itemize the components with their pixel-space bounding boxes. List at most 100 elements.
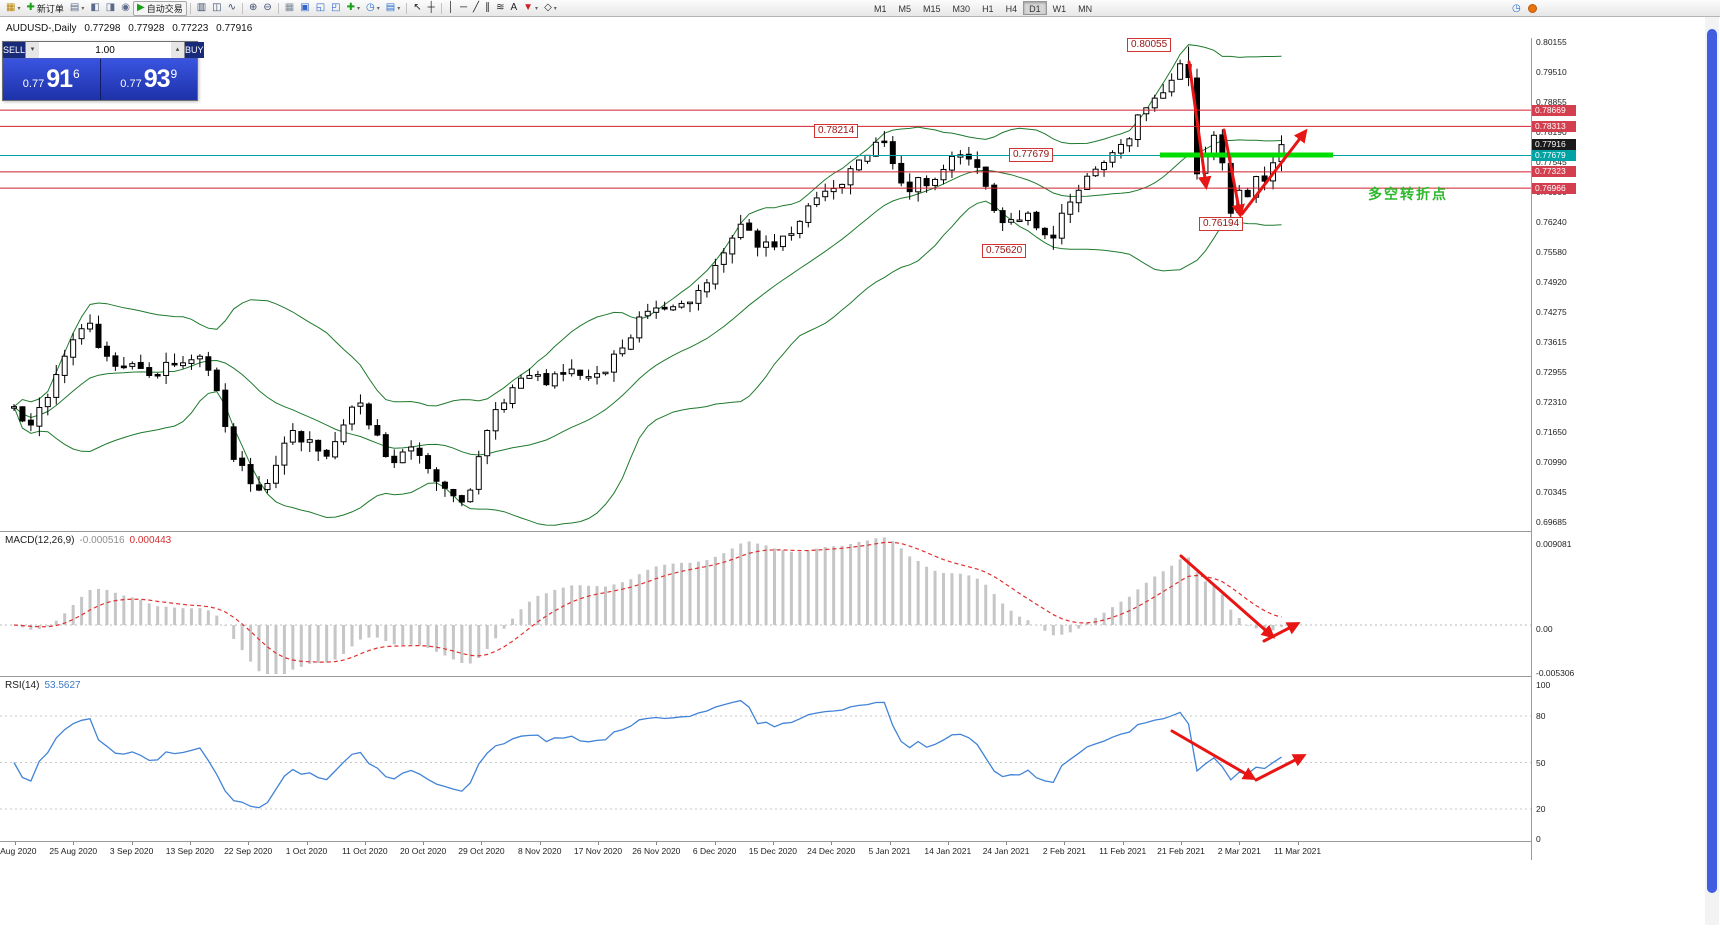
new-order-icon: ✚ (26, 2, 35, 13)
toolbar-right: ◷ (1512, 1, 1537, 16)
indicators-icon[interactable]: ✚ ▾ (344, 1, 363, 16)
timeframe-m1-button[interactable]: M1 (874, 4, 887, 14)
sell-price-base: 0.77 (22, 77, 45, 90)
new-order-button[interactable]: ✚ 新订单 (23, 1, 66, 16)
zoom-out-icon[interactable]: ⊖ (260, 1, 274, 16)
rsi-label: RSI(14) 53.5627 (5, 680, 81, 691)
volume-down-button[interactable]: ▾ (26, 42, 40, 58)
rsi-axis-label: 0 (1536, 834, 1541, 844)
chevron-down-icon[interactable]: ▾ (553, 5, 557, 12)
chevron-down-icon[interactable]: ▾ (535, 5, 539, 12)
chevron-down-icon[interactable]: ▾ (17, 5, 21, 12)
price-axis-label: 0.77545 (1536, 157, 1567, 167)
new-order-button-label: 新订单 (36, 3, 64, 14)
macd-name: MACD(12,26,9) (5, 535, 75, 546)
time-label: 24 Dec 2020 (807, 846, 856, 856)
templates-icon[interactable]: ▤ ▾ (383, 1, 403, 16)
sell-button[interactable]: SELL (3, 42, 26, 58)
data-window-icon: ◨ (105, 2, 116, 13)
arrange-windows-icon[interactable]: ◰ (328, 1, 343, 16)
horizontal-line-icon[interactable]: ─ (457, 1, 470, 16)
time-tick (248, 842, 250, 845)
time-axis[interactable]: 6 Aug 2020 25 Aug 2020 3 Sep 2020 13 Sep 20… (0, 841, 1531, 860)
price-axis-label: 0.75580 (1536, 247, 1567, 257)
cascade-windows-icon[interactable]: ◱ (313, 1, 328, 16)
channel-icon[interactable]: ∥ (482, 1, 493, 16)
time-label: 11 Oct 2020 (341, 846, 388, 856)
volume-up-button[interactable]: ▴ (171, 42, 185, 58)
time-label: 2 Feb 2021 (1042, 846, 1086, 856)
volume-input[interactable] (39, 42, 172, 58)
market-watch-icon[interactable]: ◧ (87, 1, 102, 16)
timeframe-m30-button[interactable]: M30 (952, 4, 971, 14)
bar-chart-icon[interactable]: ▥ (194, 1, 209, 16)
chart-window: AUDUSD-,Daily 0.77298 0.77928 0.77223 0.… (0, 17, 1576, 860)
time-tick (598, 842, 599, 845)
price-axis-label: 0.73615 (1536, 337, 1567, 347)
navigator-icon: ◉ (121, 2, 130, 13)
cascade-windows-icon: ◱ (315, 2, 326, 13)
time-tick (1297, 842, 1299, 845)
scrollbar-thumb[interactable] (1707, 29, 1717, 893)
time-tick (481, 842, 483, 845)
toolbar-separator (277, 2, 279, 14)
tile-windows-icon[interactable]: ▣ (297, 1, 312, 16)
scrollbar-track[interactable] (1705, 17, 1719, 925)
chart-symbol: AUDUSD-,Daily (6, 23, 77, 34)
time-label: 11 Feb 2021 (1099, 846, 1147, 856)
timeframe-m15-button[interactable]: M15 (923, 4, 941, 14)
clock-icon[interactable]: ◷ (1512, 2, 1521, 14)
trendline-icon[interactable]: ╱ (470, 1, 482, 16)
buy-button[interactable]: BUY (185, 42, 204, 58)
sell-price-button[interactable]: 0.77 91 6 (3, 59, 101, 100)
timeframe-w1-button[interactable]: W1 (1052, 4, 1067, 14)
time-tick (189, 842, 191, 845)
crosshair-icon[interactable]: ┼ (425, 1, 438, 16)
data-window-icon[interactable]: ◨ (103, 1, 118, 16)
timeframe-mn-button[interactable]: MN (1078, 4, 1093, 14)
line-chart-icon[interactable]: ∿ (225, 1, 239, 16)
text-icon: A (510, 2, 518, 13)
macd-chart[interactable] (0, 532, 1531, 676)
ohlc-high: 0.77928 (128, 23, 165, 34)
time-tick (1239, 842, 1241, 845)
price-chart[interactable] (0, 38, 1531, 531)
autotrading-button[interactable]: ▶ 自动交易 (132, 0, 187, 16)
text-icon[interactable]: A (507, 1, 520, 16)
cursor-icon[interactable]: ↖ (410, 1, 424, 16)
chevron-down-icon[interactable]: ▾ (81, 5, 85, 12)
timeframe-d1-button[interactable]: D1 (1023, 1, 1047, 15)
vertical-line-icon[interactable]: │ (445, 1, 457, 16)
candlestick-chart-icon[interactable]: ◫ (209, 1, 224, 16)
new-chart-icon: ▦ (6, 2, 16, 13)
zoom-in-icon[interactable]: ⊕ (246, 1, 260, 16)
grid-icon[interactable]: ▦ (282, 1, 297, 16)
bar-chart-icon: ▥ (196, 2, 207, 13)
chevron-down-icon[interactable]: ▾ (376, 5, 380, 12)
time-tick (15, 842, 16, 845)
time-label: 14 Jan 2021 (924, 846, 972, 856)
price-axis-label: 0.70990 (1536, 457, 1567, 467)
chevron-down-icon[interactable]: ▾ (356, 5, 360, 12)
macd-axis-label: 0.009081 (1536, 539, 1572, 549)
arrows-icon[interactable]: ▼ ▾ (520, 1, 541, 16)
periods-icon[interactable]: ◷ ▾ (363, 1, 383, 16)
fibonacci-icon[interactable]: ≋ (493, 1, 507, 16)
price-axis[interactable]: 0.80155 0.79510 0.78855 0.78190 0.77545 0.769… (1531, 38, 1576, 860)
navigator-icon[interactable]: ◉ (118, 1, 133, 16)
rsi-chart[interactable] (0, 677, 1531, 841)
buy-price-button[interactable]: 0.77 93 9 (100, 59, 197, 100)
macd-axis-label: -0.005306 (1536, 668, 1575, 678)
notification-dot-icon[interactable] (1527, 4, 1537, 13)
macd-main-value: -0.000516 (79, 535, 125, 546)
shapes-icon[interactable]: ◇ ▾ (541, 1, 560, 16)
price-axis-label: 0.78190 (1536, 127, 1567, 137)
time-tick (423, 842, 425, 845)
chart-profiles-icon[interactable]: ▤ ▾ (67, 1, 87, 16)
timeframe-h1-button[interactable]: H1 (982, 4, 994, 14)
timeframe-h4-button[interactable]: H4 (1005, 4, 1018, 14)
new-chart-icon[interactable]: ▦ ▾ (3, 1, 23, 16)
timeframe-m5-button[interactable]: M5 (898, 4, 912, 14)
chevron-down-icon[interactable]: ▾ (397, 5, 401, 12)
price-axis-label: 0.76240 (1536, 217, 1567, 227)
